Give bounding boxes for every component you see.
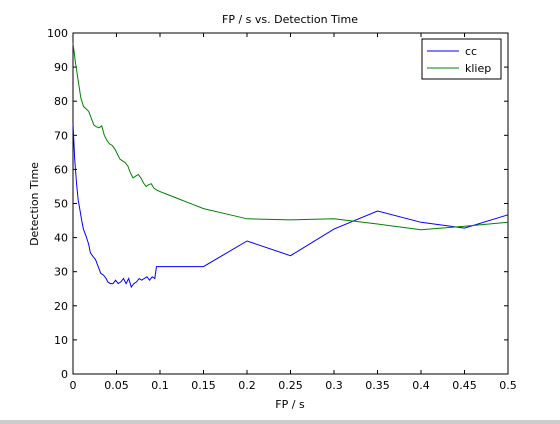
y-tick-label: 80 <box>54 95 68 108</box>
y-tick-label: 50 <box>54 198 68 211</box>
series-line-cc <box>72 123 509 289</box>
x-axis-label: FP / s <box>275 398 305 411</box>
chart-title: FP / s vs. Detection Time <box>222 13 358 26</box>
legend-label-cc: cc <box>465 45 477 58</box>
y-tick-label: 60 <box>54 163 68 176</box>
y-axis-label: Detection Time <box>28 162 41 246</box>
y-tick-label: 30 <box>54 266 68 279</box>
y-tick-label: 10 <box>54 334 68 347</box>
x-tick-label: 0.05 <box>104 379 129 392</box>
y-tick-label: 100 <box>47 27 68 40</box>
x-tick-label: 0.35 <box>365 379 390 392</box>
x-tick-label: 0.5 <box>499 379 517 392</box>
plot-area <box>72 32 509 375</box>
y-tick-label: 20 <box>54 300 68 313</box>
y-tick-label: 90 <box>54 61 68 74</box>
series-line-kliep <box>72 43 509 231</box>
x-tick-label: 0.4 <box>412 379 430 392</box>
y-tick-label: 40 <box>54 232 68 245</box>
x-tick-label: 0.3 <box>325 379 343 392</box>
x-tick-label: 0.2 <box>238 379 256 392</box>
y-tick-label: 70 <box>54 129 68 142</box>
y-tick-label: 0 <box>61 368 68 381</box>
x-tick-label: 0.25 <box>278 379 303 392</box>
x-tick-label: 0.15 <box>191 379 216 392</box>
x-tick-label: 0.1 <box>151 379 169 392</box>
x-tick-label: 0.45 <box>452 379 477 392</box>
x-tick-label: 0 <box>70 379 77 392</box>
legend-label-kliep: kliep <box>465 62 491 75</box>
legend-box <box>421 38 502 80</box>
